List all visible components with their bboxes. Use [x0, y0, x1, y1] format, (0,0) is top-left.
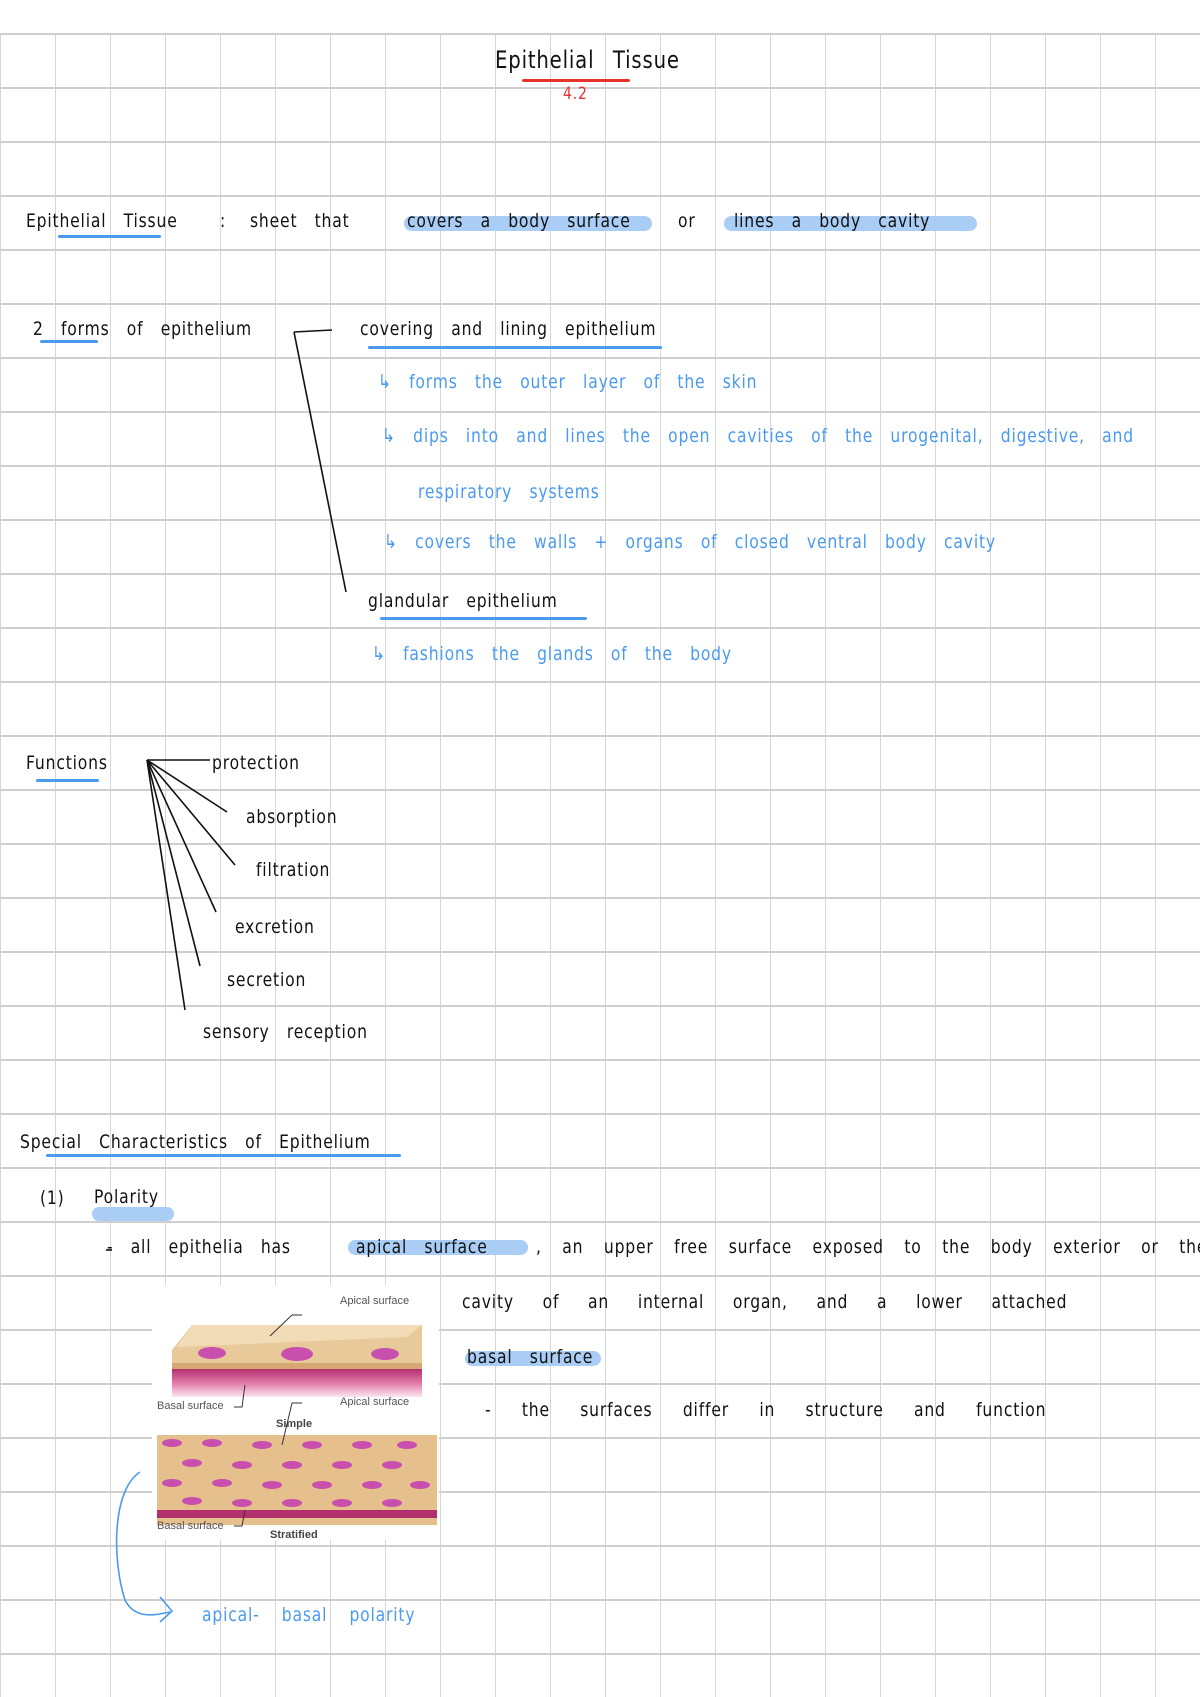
definition-or: or [678, 210, 696, 232]
covering-underline [368, 346, 662, 349]
stratified-caption: Stratified [270, 1529, 318, 1541]
definition-highlight: covers a body surface [407, 210, 631, 232]
functions-underline [36, 779, 99, 782]
bracket-line [293, 331, 347, 593]
covering-heading: covering and lining epithelium [360, 318, 657, 340]
definition-colon: : [220, 210, 227, 232]
term-underline [58, 235, 161, 238]
basal-surface-label: Basal surface [157, 1400, 224, 1412]
fan-line [146, 759, 217, 913]
polarity-text: - the surfaces differ in structure and f… [485, 1399, 1047, 1421]
bracket-line [293, 329, 333, 333]
polarity-text: cavity of an internal organ, and a lower… [462, 1291, 1068, 1313]
epithelium-diagram [157, 1314, 437, 1527]
apical-surface-label: Apical surface [340, 1295, 410, 1307]
definition-text: sheet that [250, 210, 350, 232]
polarity-note: apical- basal polarity [202, 1604, 416, 1626]
polarity-text: , an upper free surface exposed to the b… [536, 1236, 1200, 1258]
simple-caption: Simple [276, 1418, 313, 1430]
polarity-number: (1) [40, 1187, 65, 1209]
glandular-heading: glandular epithelium [368, 590, 558, 612]
function-item: sensory reception [203, 1021, 368, 1043]
functions-label: Functions [26, 752, 108, 774]
fan-line [146, 759, 228, 813]
polarity-text: - all epithelia has [107, 1236, 291, 1258]
function-item: excretion [235, 916, 315, 938]
fan-line [146, 759, 201, 967]
arrowhead-icon [159, 1596, 174, 1623]
glandular-underline [380, 617, 587, 620]
function-item: secretion [227, 969, 307, 991]
highlight [348, 1240, 528, 1255]
function-item: absorption [246, 806, 338, 828]
section-number: 4.2 [563, 84, 588, 104]
polarity-highlight: basal surface [467, 1346, 594, 1368]
fan-line [146, 759, 186, 1011]
function-item: filtration [256, 859, 331, 881]
epithelium-figure: Apical surface Basal surface Simple Apic… [152, 1285, 439, 1541]
covering-point: ↳ forms the outer layer of the skin [378, 371, 758, 393]
covering-point: ↳ dips into and lines the open cavities … [382, 425, 1134, 447]
highlight [404, 216, 652, 231]
function-item: protection [212, 752, 300, 774]
highlight [92, 1207, 174, 1221]
definition-term: Epithelial Tissue [26, 210, 178, 232]
apical-surface-label: Apical surface [340, 1396, 410, 1408]
definition-highlight: lines a body cavity [734, 210, 931, 232]
covering-point: ↳ covers the walls + organs of closed ve… [384, 531, 996, 553]
polarity-label: Polarity [94, 1186, 159, 1208]
forms-label: 2 forms of epithelium [33, 318, 252, 340]
glandular-point: ↳ fashions the glands of the body [372, 643, 732, 665]
fan-line [146, 759, 236, 866]
covering-point: respiratory systems [418, 481, 600, 503]
highlight [465, 1351, 601, 1366]
page-title: Epithelial Tissue [495, 46, 680, 74]
polarity-highlight: apical surface [356, 1236, 488, 1258]
curved-arrow-icon [115, 1471, 171, 1616]
title-underline [522, 79, 630, 82]
highlight [724, 216, 977, 231]
special-underline [46, 1154, 401, 1157]
special-heading: Special Characteristics of Epithelium [20, 1131, 371, 1153]
forms-underline [40, 340, 98, 343]
basal-surface-label: Basal surface [157, 1520, 224, 1532]
